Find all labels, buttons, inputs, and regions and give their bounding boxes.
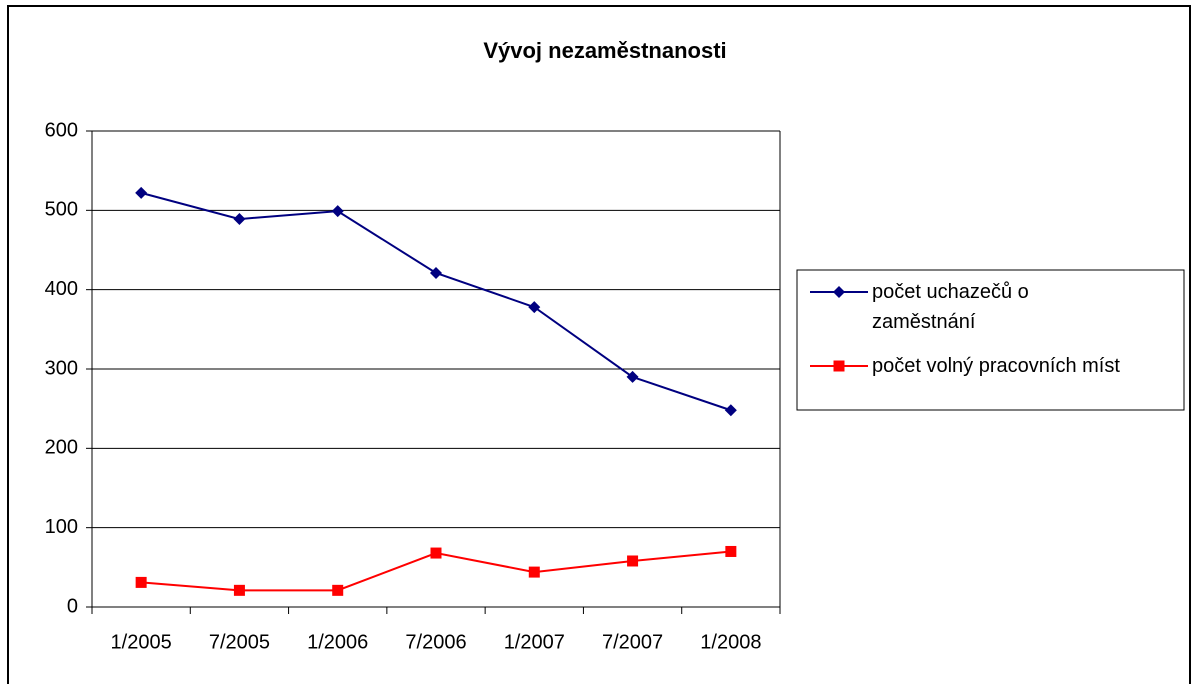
y-tick-label: 300	[45, 357, 78, 379]
series-line	[140, 191, 732, 412]
data-point	[233, 584, 245, 596]
data-point	[331, 205, 344, 218]
x-tick-label: 1/2007	[504, 631, 565, 653]
y-tick-label: 500	[45, 199, 78, 221]
legend-marker	[833, 360, 845, 372]
x-tick-label: 1/2005	[111, 631, 172, 653]
x-tick-label: 1/2006	[307, 631, 368, 653]
x-tick-label: 7/2007	[602, 631, 663, 653]
y-tick-label: 400	[45, 278, 78, 300]
data-point	[233, 213, 246, 226]
data-point	[626, 370, 639, 383]
data-point	[528, 301, 541, 314]
data-point	[528, 566, 540, 578]
x-tick-label: 7/2005	[209, 631, 270, 653]
data-point	[332, 584, 344, 596]
x-tick-label: 1/2008	[700, 631, 761, 653]
data-point	[627, 555, 639, 567]
legend-marker	[833, 286, 845, 298]
y-tick-label: 600	[45, 119, 78, 141]
data-point	[430, 267, 442, 280]
data-point	[725, 545, 737, 557]
legend-label: počet uchazečů o zaměstnání	[872, 281, 1029, 333]
data-point	[135, 576, 147, 588]
y-tick-label: 200	[45, 437, 78, 459]
chart-title: Vývoj nezaměstnanosti	[483, 38, 726, 63]
legend-label: počet volný pracovních míst	[872, 355, 1120, 377]
chart-border	[7, 5, 1191, 684]
y-tick-label: 0	[67, 595, 78, 617]
legend-box	[796, 269, 1185, 411]
data-point	[724, 404, 737, 417]
data-point	[430, 547, 442, 559]
x-tick-label: 7/2006	[405, 631, 466, 653]
y-tick-label: 100	[45, 516, 78, 538]
data-point	[135, 186, 148, 199]
